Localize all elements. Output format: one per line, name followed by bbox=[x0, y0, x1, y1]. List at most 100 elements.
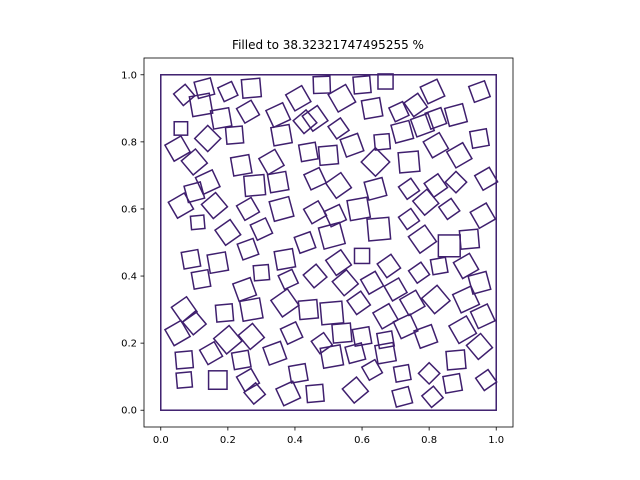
square-mark bbox=[167, 191, 195, 220]
square-mark bbox=[412, 323, 439, 350]
square-mark bbox=[442, 372, 464, 394]
y-tick-label: 0.6 bbox=[121, 204, 137, 215]
square-mark bbox=[317, 144, 340, 167]
y-tick-label: 0.2 bbox=[121, 339, 137, 350]
y-tick-label: 0.8 bbox=[121, 137, 137, 148]
square-mark bbox=[252, 263, 271, 282]
square-mark bbox=[469, 202, 497, 230]
axes-frame bbox=[143, 57, 514, 428]
square-mark bbox=[341, 376, 370, 405]
square-mark bbox=[183, 180, 206, 204]
square-mark bbox=[397, 207, 421, 231]
square-mark bbox=[273, 247, 297, 271]
square-mark bbox=[175, 371, 194, 390]
square-mark bbox=[229, 153, 253, 177]
square-mark bbox=[216, 80, 239, 103]
square-mark bbox=[371, 302, 400, 330]
square-marks bbox=[163, 73, 499, 409]
square-mark bbox=[360, 96, 384, 120]
square-mark bbox=[277, 268, 300, 291]
square-mark bbox=[235, 99, 261, 125]
square-mark bbox=[392, 313, 419, 340]
square-mark bbox=[366, 216, 392, 242]
square-mark bbox=[257, 148, 286, 176]
square-mark bbox=[327, 116, 351, 141]
square-mark bbox=[243, 381, 267, 406]
square-mark bbox=[467, 79, 492, 104]
square-mark bbox=[188, 92, 214, 118]
square-mark bbox=[473, 166, 499, 192]
square-mark bbox=[287, 362, 309, 384]
square-mark bbox=[331, 322, 353, 344]
square-mark bbox=[224, 125, 245, 146]
square-mark bbox=[319, 344, 345, 370]
square-mark bbox=[376, 253, 402, 279]
square-mark bbox=[383, 276, 409, 302]
square-mark bbox=[398, 289, 426, 317]
square-mark bbox=[375, 330, 396, 350]
square-mark bbox=[173, 120, 189, 136]
square-mark bbox=[420, 284, 452, 315]
square-mark bbox=[269, 287, 300, 318]
square-mark bbox=[331, 268, 360, 297]
square-mark bbox=[194, 168, 221, 196]
square-mark bbox=[467, 270, 492, 295]
square-mark bbox=[397, 150, 421, 174]
square-mark bbox=[180, 147, 209, 177]
square-mark bbox=[292, 108, 318, 135]
square-mark bbox=[262, 340, 288, 366]
square-mark bbox=[423, 172, 449, 199]
square-mark bbox=[444, 170, 468, 194]
square-mark bbox=[297, 298, 320, 321]
square-mark bbox=[377, 73, 394, 90]
square-mark bbox=[352, 74, 372, 95]
square-mark bbox=[279, 320, 304, 346]
square-mark bbox=[237, 322, 266, 351]
y-tick-label: 0.0 bbox=[121, 406, 137, 417]
square-mark bbox=[437, 197, 461, 221]
square-mark bbox=[339, 132, 365, 159]
square-mark bbox=[391, 385, 414, 408]
square-mark bbox=[249, 216, 274, 242]
square-mark bbox=[293, 230, 317, 255]
square-mark bbox=[424, 106, 448, 131]
square-mark bbox=[174, 350, 195, 370]
square-mark bbox=[422, 131, 450, 159]
square-mark bbox=[363, 176, 388, 202]
square-mark bbox=[445, 141, 473, 169]
square-mark bbox=[209, 106, 233, 130]
square-mark bbox=[266, 170, 290, 194]
square-mark bbox=[469, 303, 497, 330]
square-mark bbox=[268, 195, 295, 223]
square-mark bbox=[387, 100, 410, 123]
square-mark bbox=[474, 368, 498, 392]
square-mark bbox=[327, 83, 357, 114]
square-mark bbox=[235, 196, 261, 222]
square-mark bbox=[207, 370, 228, 391]
square-mark bbox=[317, 221, 347, 251]
square-mark bbox=[198, 340, 224, 366]
square-mark bbox=[238, 297, 264, 323]
square-mark bbox=[437, 234, 461, 258]
square-mark bbox=[360, 146, 391, 178]
square-mark bbox=[360, 358, 384, 382]
square-mark bbox=[301, 104, 329, 133]
square-mark bbox=[213, 218, 242, 247]
square-mark bbox=[212, 324, 244, 356]
square-mark bbox=[344, 342, 367, 365]
square-mark bbox=[397, 177, 421, 201]
square-mark bbox=[373, 341, 398, 365]
square-mark bbox=[230, 349, 252, 371]
x-tick-label: 0.0 bbox=[153, 435, 169, 446]
square-mark bbox=[420, 385, 445, 409]
square-mark bbox=[189, 214, 206, 231]
square-mark bbox=[402, 92, 429, 118]
square-mark bbox=[353, 247, 371, 265]
square-mark bbox=[170, 295, 199, 324]
chart-title: Filled to 38.32321747495255 % bbox=[232, 38, 424, 52]
square-mark bbox=[310, 331, 334, 355]
square-mark bbox=[302, 166, 328, 191]
y-tick-label: 0.4 bbox=[121, 272, 137, 283]
axis-ticks: 0.0 0.2 0.4 0.6 0.8 1.0 0.0 0.2 0.4 0.6 0.8 1.0 bbox=[121, 70, 504, 446]
square-mark bbox=[359, 270, 385, 296]
